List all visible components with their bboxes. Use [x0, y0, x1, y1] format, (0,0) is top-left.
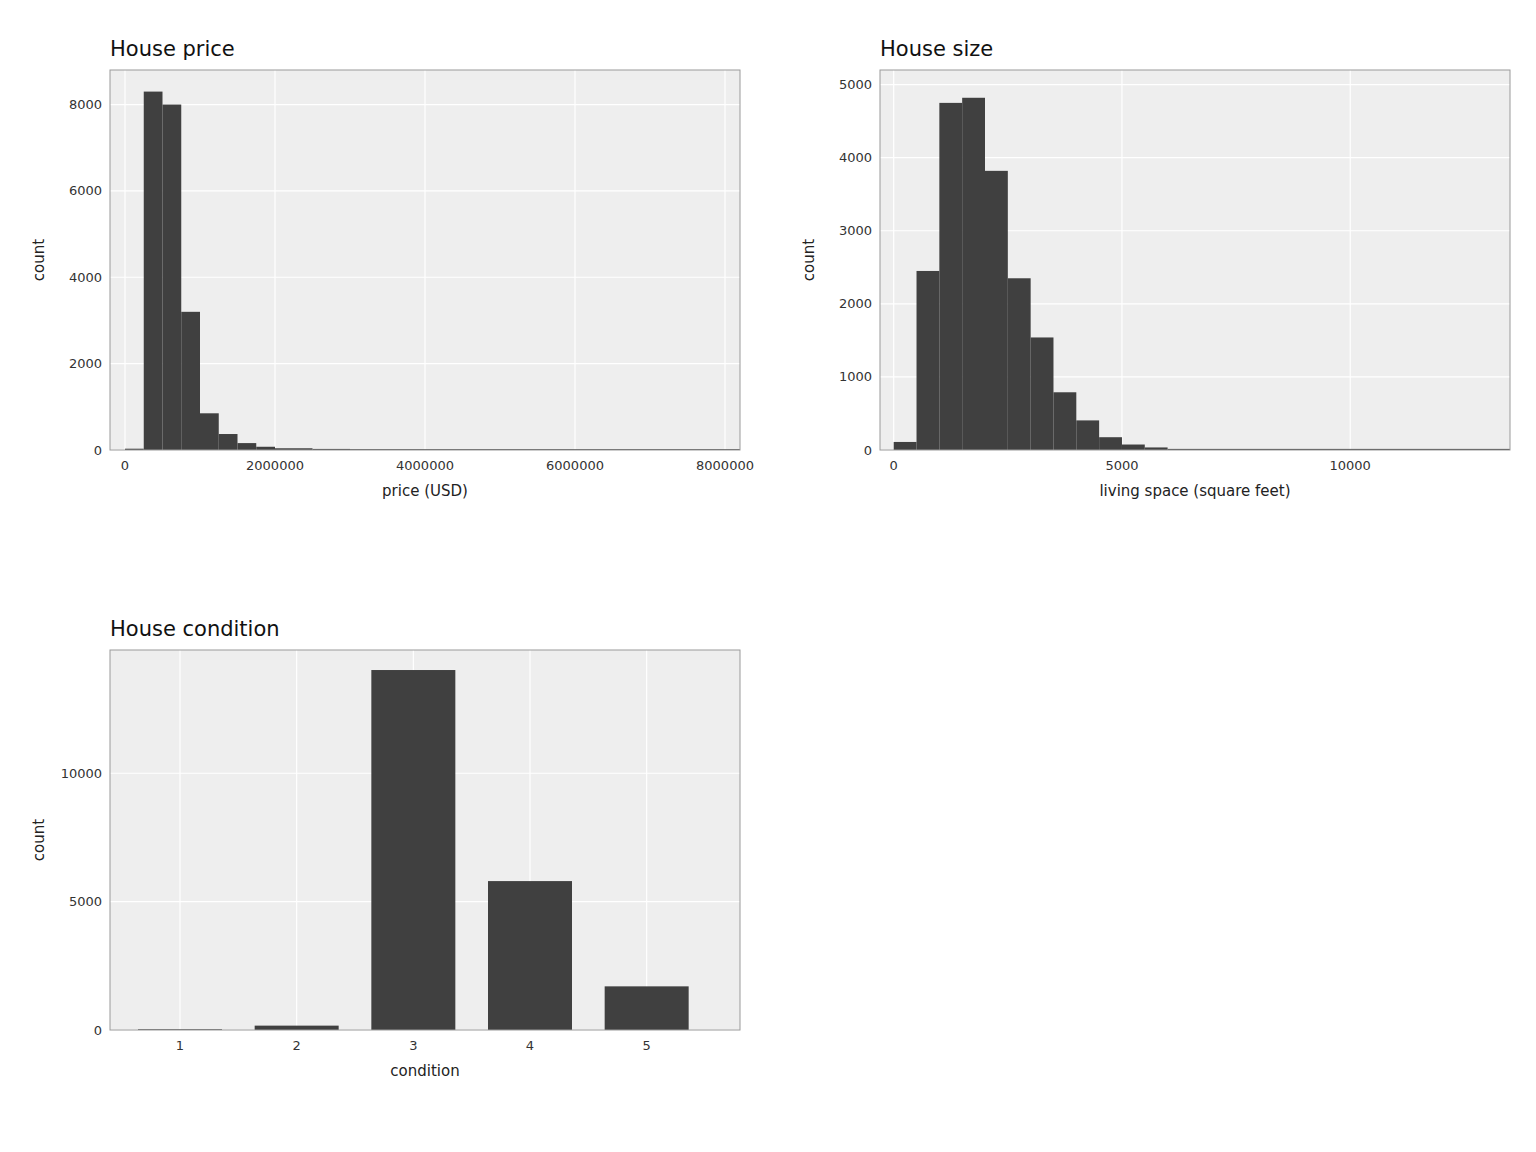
histogram-bar [163, 105, 182, 450]
chart-title: House size [880, 37, 993, 61]
y-tick-label: 3000 [839, 223, 872, 238]
x-tick-label: 4 [526, 1038, 534, 1053]
grid-line-y [110, 277, 740, 278]
grid-line-x [124, 70, 125, 450]
y-axis-label: count [30, 819, 48, 861]
grid-line-y [880, 84, 1510, 85]
plot-background [110, 650, 740, 1030]
histogram-bar [985, 171, 1008, 450]
y-tick-label: 1000 [839, 369, 872, 384]
y-tick-label: 4000 [69, 270, 102, 285]
histogram-bar [917, 271, 940, 450]
grid-line-x [296, 650, 297, 1030]
grid-line-y [110, 190, 740, 191]
histogram-bar [200, 413, 219, 450]
chart-panel: 1 2 3 4 5 0 5000 10000 House condition condition c… [30, 617, 740, 1080]
x-tick-label: 0 [890, 458, 898, 473]
histogram-bar [1076, 420, 1099, 450]
plot-background [110, 70, 740, 450]
grid-line-x [424, 70, 425, 450]
x-tick-label: 5000 [1105, 458, 1138, 473]
y-tick-label: 0 [864, 443, 872, 458]
y-tick-label: 5000 [839, 77, 872, 92]
histogram-bar [1053, 392, 1076, 450]
grid-line-x [893, 70, 894, 450]
histogram-bar [1099, 437, 1122, 450]
x-axis-label: price (USD) [382, 482, 468, 500]
x-tick-label: 8000000 [696, 458, 754, 473]
bar [255, 1026, 339, 1030]
plot-frame [880, 70, 1510, 450]
plot-frame [110, 650, 740, 1030]
plot-background [880, 70, 1510, 450]
histogram-bar [939, 103, 962, 450]
x-tick-label: 4000000 [396, 458, 454, 473]
y-tick-label: 2000 [69, 356, 102, 371]
bar [488, 881, 572, 1030]
marks [138, 670, 689, 1030]
x-tick-label: 10000 [1330, 458, 1371, 473]
y-tick-label: 8000 [69, 97, 102, 112]
grid-line-y [110, 104, 740, 105]
x-tick-label: 2 [293, 1038, 301, 1053]
x-axis-label: condition [390, 1062, 459, 1080]
y-tick-label: 4000 [839, 150, 872, 165]
grid-line-x [1350, 70, 1351, 450]
x-tick-label: 1 [176, 1038, 184, 1053]
x-tick-label: 0 [121, 458, 129, 473]
y-axis-label: count [30, 239, 48, 281]
y-tick-label: 0 [94, 1023, 102, 1038]
histogram-bar [238, 443, 257, 450]
histogram-bar [962, 98, 985, 450]
y-tick-label: 6000 [69, 183, 102, 198]
y-tick-label: 0 [94, 443, 102, 458]
bar [371, 670, 455, 1030]
histogram-bar [1008, 278, 1031, 450]
figure: 0200000040000006000000800000002000400060… [0, 0, 1536, 1152]
y-tick-label: 10000 [61, 766, 102, 781]
grid-line-x [574, 70, 575, 450]
chart-title: House condition [110, 617, 280, 641]
x-tick-label: 6000000 [546, 458, 604, 473]
histogram-bar [1031, 337, 1054, 450]
marks [894, 98, 1510, 450]
chart-panel: 0 5000 10000 0 1000 2000 3000 4000 5000 House siz… [800, 37, 1510, 500]
bar [605, 986, 689, 1030]
y-tick-label: 2000 [839, 296, 872, 311]
histogram-bar [1122, 445, 1145, 450]
marks [125, 92, 740, 450]
grid-line-y [110, 363, 740, 364]
histogram-bar [144, 92, 163, 450]
histogram-bar [894, 442, 917, 450]
x-tick-label: 3 [409, 1038, 417, 1053]
grid-line-x [1121, 70, 1122, 450]
grid-line-x [179, 650, 180, 1030]
x-axis-label: living space (square feet) [1099, 482, 1290, 500]
chart-panel: 0 2000000 4000000 6000000 8000000 0 2000 4000 60… [30, 37, 754, 500]
y-axis-label: count [800, 239, 818, 281]
histogram-bar [219, 434, 238, 450]
plot-frame [110, 70, 740, 450]
x-tick-label: 2000000 [246, 458, 304, 473]
chart-title: House price [110, 37, 235, 61]
grid-line-x [724, 70, 725, 450]
x-tick-label: 5 [643, 1038, 651, 1053]
grid-line-x [274, 70, 275, 450]
y-tick-label: 5000 [69, 894, 102, 909]
grid-line-x [646, 650, 647, 1030]
histogram-bar [181, 312, 200, 450]
